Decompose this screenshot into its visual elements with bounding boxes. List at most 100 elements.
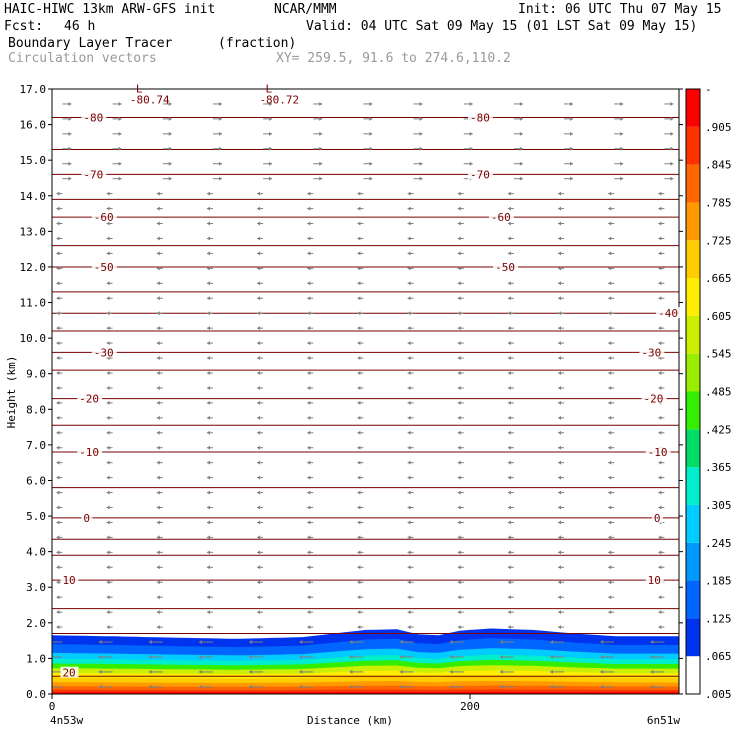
vector-arrowhead <box>407 311 411 316</box>
vector-arrowhead <box>106 475 110 480</box>
vector-arrowhead <box>457 595 461 600</box>
tracer-shading <box>52 628 679 694</box>
vector-arrowhead <box>106 221 110 226</box>
contour-labels: 20 10 10 0 0 -10 -10 -20 -20 -30 -30 -40 -50 -50 -60 -6… <box>60 83 682 680</box>
vector-arrowhead <box>56 206 60 211</box>
vector-arrowhead <box>449 640 453 645</box>
vector-arrowhead <box>670 101 674 106</box>
vector-arrowhead <box>399 640 403 645</box>
vector-arrowhead <box>600 669 604 674</box>
vector-arrowhead <box>457 206 461 211</box>
contour-label: -80 <box>470 111 490 124</box>
vector-arrowhead <box>608 191 612 196</box>
vector-arrowhead <box>620 131 624 136</box>
vector-arrowhead <box>56 580 60 585</box>
vector-arrowhead <box>407 385 411 390</box>
vector-arrowhead <box>608 475 612 480</box>
vector-arrowhead <box>269 116 273 121</box>
vector-arrowhead <box>307 430 311 435</box>
vector-arrowhead <box>507 191 511 196</box>
contour-label: -60 <box>94 211 114 224</box>
vector-arrowhead <box>357 430 361 435</box>
vector-arrowhead <box>608 221 612 226</box>
vector-arrowhead <box>558 326 562 331</box>
vector-arrowhead <box>507 595 511 600</box>
vector-arrowhead <box>206 311 210 316</box>
vector-arrowhead <box>106 460 110 465</box>
vector-arrowhead <box>407 251 411 256</box>
vector-arrowhead <box>457 400 461 405</box>
vector-arrowhead <box>419 116 423 121</box>
vector-arrowhead <box>68 131 72 136</box>
vector-arrowhead <box>156 311 160 316</box>
vector-arrowhead <box>658 326 662 331</box>
vector-arrowhead <box>407 445 411 450</box>
colorbar-swatch <box>686 126 700 165</box>
vector-arrowhead <box>106 206 110 211</box>
vector-arrowhead <box>68 176 72 181</box>
vector-arrowhead <box>608 460 612 465</box>
vector-arrowhead <box>156 625 160 630</box>
vector-arrowhead <box>608 610 612 615</box>
contour-label-bg <box>91 211 117 223</box>
vector-arrowhead <box>369 116 373 121</box>
colorbar-label: .365 <box>705 461 732 474</box>
vector-arrowhead <box>198 654 202 659</box>
colorbar-label: .845 <box>705 159 732 172</box>
vector-arrowhead <box>56 445 60 450</box>
vector-arrowhead <box>299 654 303 659</box>
vector-arrowhead <box>168 176 172 181</box>
vector-arrowhead <box>469 146 473 151</box>
vector-arrowhead <box>499 684 503 689</box>
vector-arrowhead <box>106 326 110 331</box>
contour-label-bg <box>651 511 663 523</box>
vector-arrowhead <box>118 101 122 106</box>
contour-label-bg <box>656 307 682 319</box>
vector-arrowhead <box>106 610 110 615</box>
vector-arrowhead <box>218 131 222 136</box>
contour-label-bg <box>493 260 519 272</box>
vector-arrowhead <box>206 565 210 570</box>
vector-arrowhead <box>658 370 662 375</box>
vector-arrowhead <box>56 415 60 420</box>
colorbar-label: .905 <box>705 121 732 134</box>
vector-arrowhead <box>249 654 253 659</box>
vector-arrowhead <box>558 595 562 600</box>
colorbar-label: .125 <box>705 612 732 625</box>
vector-arrowhead <box>620 146 624 151</box>
vector-arrowhead <box>658 460 662 465</box>
vector-arrowhead <box>608 326 612 331</box>
colorbar-swatch <box>686 202 700 241</box>
x-start-location: 4n53w <box>50 714 83 727</box>
contour-label: -60 <box>491 211 511 224</box>
contour-label-bg <box>639 346 665 358</box>
vector-arrowhead <box>469 131 473 136</box>
vector-arrowhead <box>457 460 461 465</box>
vector-arrowhead <box>519 116 523 121</box>
contour-label: -70 <box>83 168 103 181</box>
vector-arrowhead <box>519 131 523 136</box>
vector-arrowhead <box>257 610 261 615</box>
vector-arrowhead <box>507 370 511 375</box>
vector-arrowhead <box>206 191 210 196</box>
vector-arrowhead <box>56 326 60 331</box>
vector-arrowhead <box>507 356 511 361</box>
vector-arrowhead <box>499 654 503 659</box>
vector-arrowhead <box>269 131 273 136</box>
vector-arrowhead <box>307 236 311 241</box>
colorbar-swatch <box>686 353 700 392</box>
vector-arrowhead <box>257 191 261 196</box>
vector-arrowhead <box>206 206 210 211</box>
vector-arrowhead <box>419 101 423 106</box>
vector-arrowhead <box>608 385 612 390</box>
vector-arrowhead <box>349 640 353 645</box>
vector-arrowhead <box>106 430 110 435</box>
y-tick-label: 11.0 <box>20 297 47 310</box>
vector-arrowhead <box>307 385 311 390</box>
vector-arrowhead <box>419 161 423 166</box>
vector-arrowhead <box>98 669 102 674</box>
vector-arrowhead <box>558 191 562 196</box>
vector-arrowhead <box>457 505 461 510</box>
vector-arrowhead <box>407 370 411 375</box>
vector-arrowhead <box>257 281 261 286</box>
